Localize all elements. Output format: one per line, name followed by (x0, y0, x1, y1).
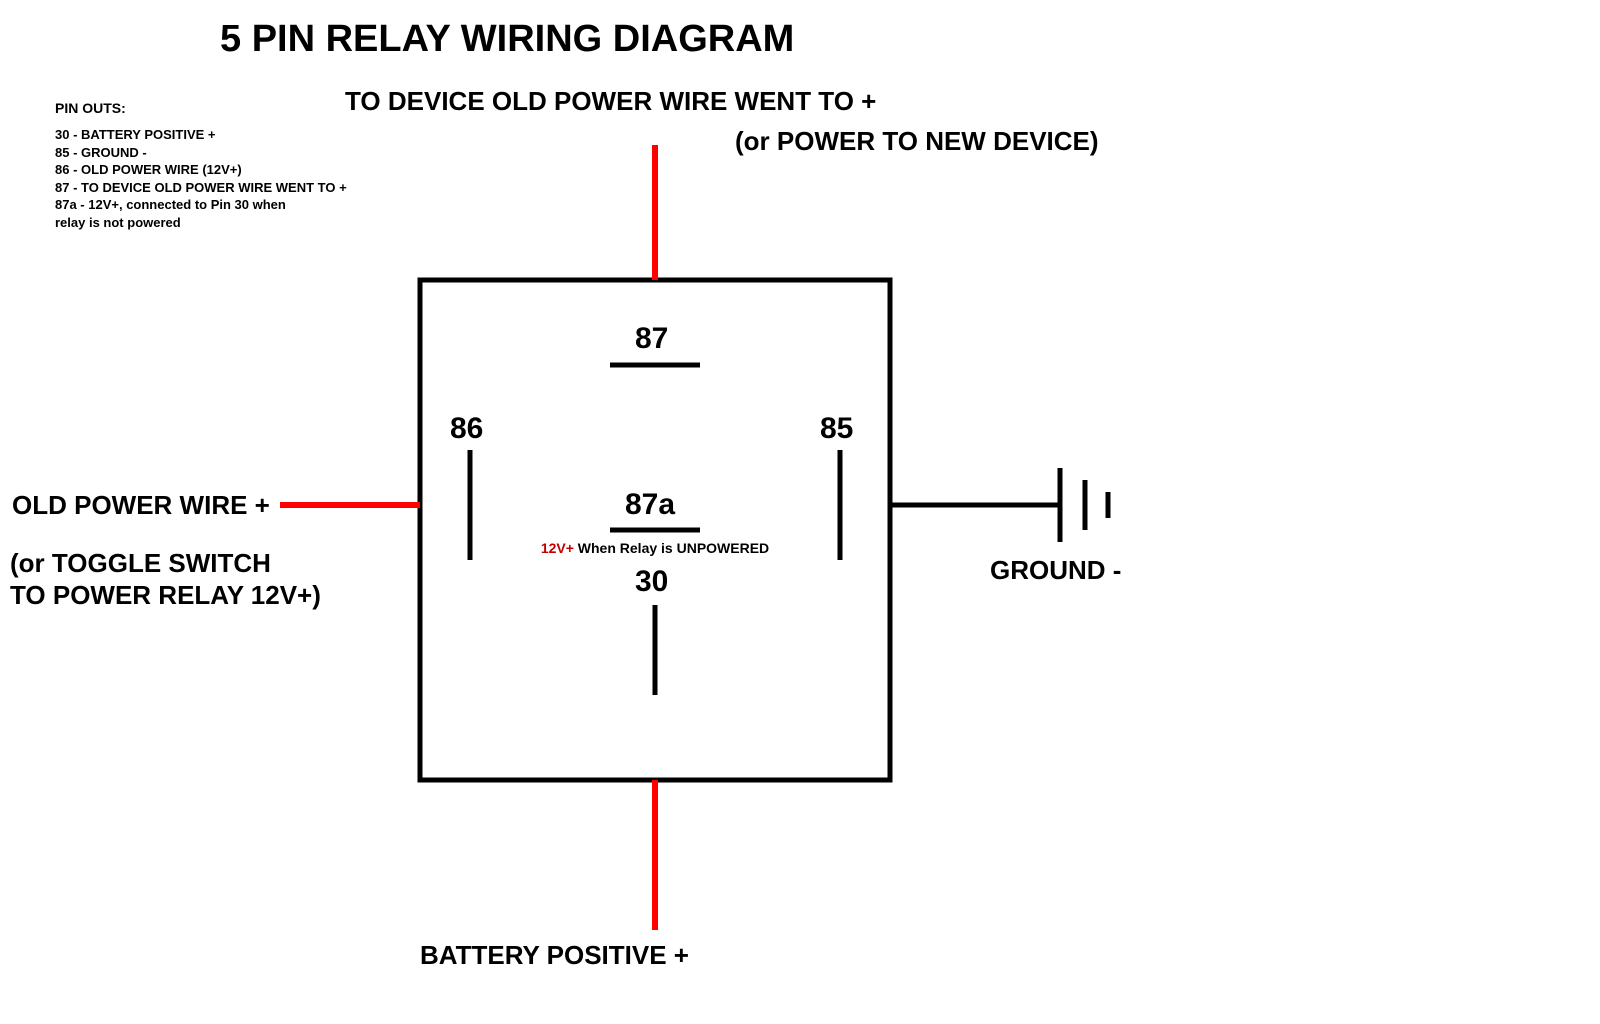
wiring-svg (0, 0, 1600, 1024)
diagram-stage: 5 PIN RELAY WIRING DIAGRAM PIN OUTS: 30 … (0, 0, 1600, 1024)
